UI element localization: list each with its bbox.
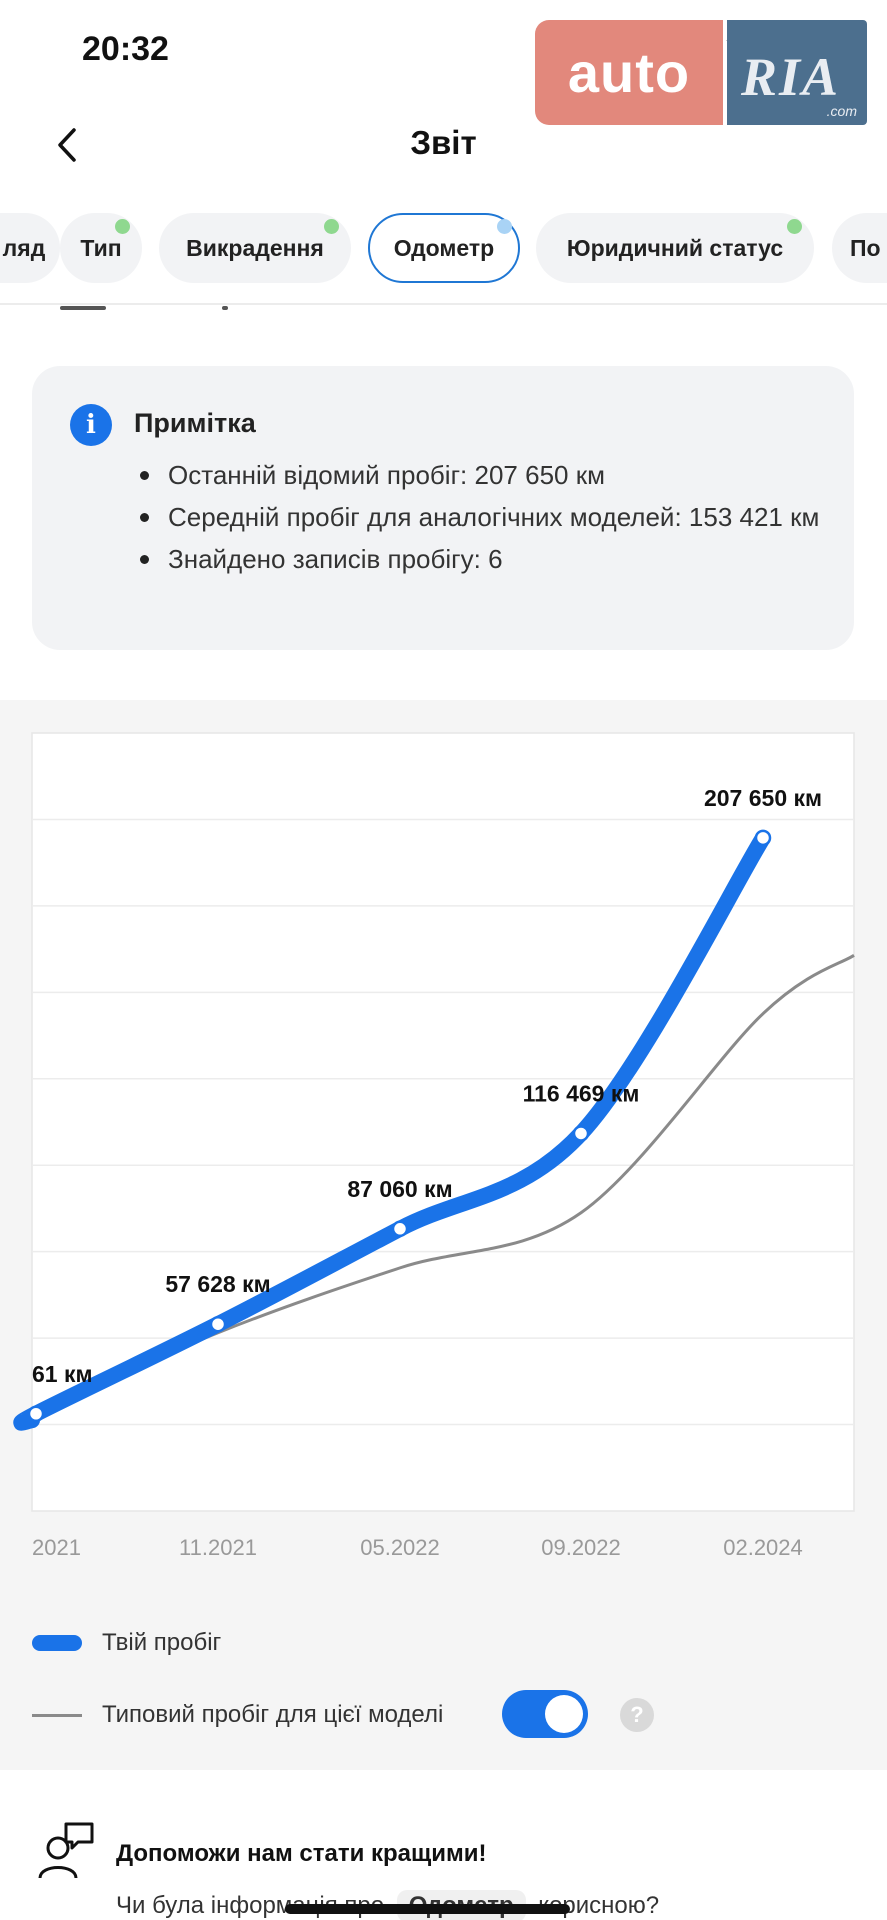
data-point[interactable] <box>391 1220 409 1238</box>
info-icon: i <box>70 404 112 446</box>
section-tabs: ляд Тип Викрадення Одометр Юридичний ста… <box>0 213 887 289</box>
tab-label: Тип <box>80 234 122 261</box>
home-indicator <box>285 1904 570 1914</box>
legend-label-mine: Твій пробіг <box>102 1629 222 1656</box>
scrolled-content-fragment <box>60 306 106 310</box>
note-list: Останній відомий пробіг: 207 650 км Сере… <box>134 454 834 580</box>
x-tick-label: 09.2022 <box>541 1535 621 1560</box>
clock: 20:32 <box>82 30 169 68</box>
tab-legal-status[interactable]: Юридичний статус <box>536 213 814 283</box>
note-item-average-mileage: Середній пробіг для аналогічних моделей:… <box>134 496 834 538</box>
status-dot <box>497 219 512 234</box>
note-card: i Примітка Останній відомий пробіг: 207 … <box>32 366 854 650</box>
data-point[interactable] <box>209 1315 227 1333</box>
tab-type[interactable]: Тип <box>60 213 142 283</box>
note-item-records-count: Знайдено записів пробігу: 6 <box>134 538 834 580</box>
tab-overview[interactable]: ляд <box>0 213 60 283</box>
x-tick-label: 2021 <box>32 1535 81 1560</box>
logo-auto: auto <box>535 20 723 125</box>
feedback-section: Допоможи нам стати кращими! Чи була інфо… <box>0 1780 887 1920</box>
x-tick-label: 02.2024 <box>723 1535 803 1560</box>
data-label: 116 469 км <box>523 1080 640 1106</box>
legend-swatch-mine <box>32 1635 82 1651</box>
legend-label-typical: Типовий пробіг для цієї моделі <box>102 1701 444 1728</box>
feedback-title: Допоможи нам стати кращими! <box>116 1840 487 1867</box>
status-dot <box>115 219 130 234</box>
mileage-chart-section: 61 км 57 628 км 87 060 км 116 469 км 207 650… <box>0 700 887 1770</box>
page-title: Звіт <box>410 124 477 161</box>
feedback-person-icon <box>38 1822 94 1879</box>
note-title: Примітка <box>134 408 256 438</box>
logo-ria-com: .com <box>826 103 857 119</box>
scrolled-content-fragment <box>222 306 228 310</box>
logo-ria-text: RIA <box>741 47 841 107</box>
tab-label: ляд <box>2 234 46 261</box>
legend-item-typical: Типовий пробіг для цієї моделі <box>32 1692 443 1738</box>
series-line-mine <box>13 829 771 1431</box>
tabs-divider <box>0 303 887 305</box>
tab-label: Юридичний статус <box>566 234 784 261</box>
note-item-last-mileage: Останній відомий пробіг: 207 650 км <box>134 454 834 496</box>
legend-item-mine: Твій пробіг <box>32 1620 221 1666</box>
autoria-logo: auto RIA .com <box>535 20 867 125</box>
logo-ria: RIA .com <box>727 20 867 125</box>
data-point[interactable] <box>572 1125 590 1142</box>
tab-next[interactable]: По <box>832 213 887 283</box>
data-label: 61 км <box>32 1361 93 1387</box>
chart-plot-area <box>31 732 855 1512</box>
tab-theft[interactable]: Викрадення <box>159 213 351 283</box>
nav-header: Звіт <box>0 110 887 180</box>
legend-swatch-typical <box>32 1713 82 1717</box>
tab-label: Одометр <box>393 234 495 261</box>
tab-label: Викрадення <box>186 234 324 261</box>
data-point[interactable] <box>27 1405 45 1422</box>
tab-label: По <box>850 234 881 261</box>
tab-odometer[interactable]: Одометр <box>368 213 520 283</box>
help-icon[interactable]: ? <box>620 1698 654 1732</box>
status-dot <box>324 219 339 234</box>
data-label: 87 060 км <box>347 1176 452 1202</box>
x-tick-label: 05.2022 <box>360 1535 440 1560</box>
status-dot <box>787 219 802 234</box>
mileage-chart: 61 км 57 628 км 87 060 км 116 469 км 207 650… <box>13 732 855 1560</box>
data-point[interactable] <box>754 829 772 847</box>
toggle-knob <box>545 1695 583 1733</box>
typical-mileage-toggle[interactable] <box>502 1690 588 1738</box>
x-tick-label: 11.2021 <box>179 1535 257 1560</box>
data-label: 57 628 км <box>165 1271 270 1297</box>
back-arrow-icon[interactable] <box>50 126 84 164</box>
data-label: 207 650 км <box>704 785 822 811</box>
